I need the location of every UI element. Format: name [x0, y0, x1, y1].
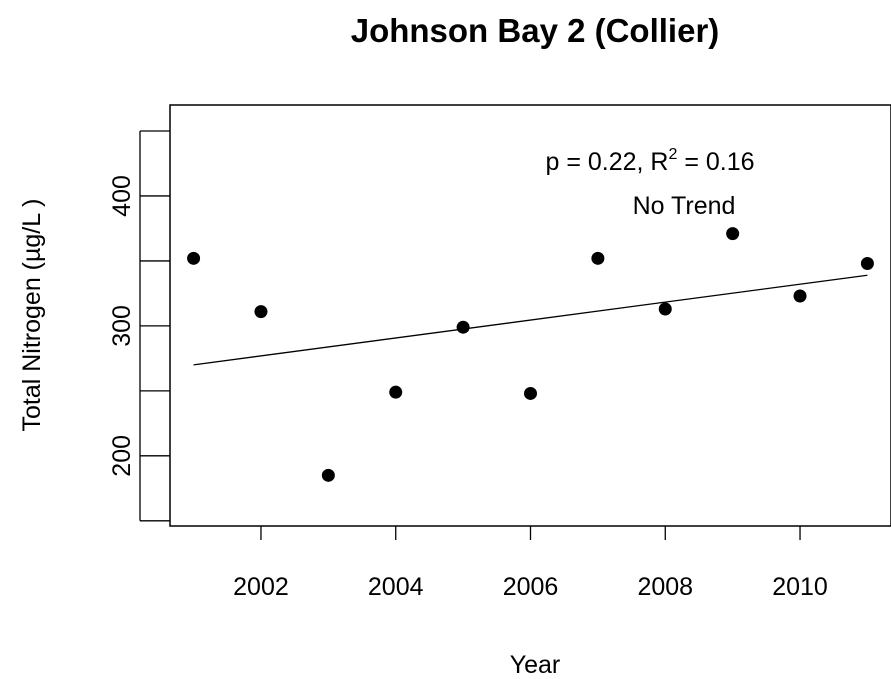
data-point [254, 305, 268, 319]
data-point [860, 257, 874, 271]
x-axis: 2002 2004 2006 2008 2010 [233, 526, 828, 601]
data-points [187, 227, 874, 482]
data-point [726, 227, 740, 241]
stats-prefix: p = 0.22, R [545, 148, 668, 176]
chart-title: Johnson Bay 2 (Collier) [351, 12, 720, 49]
data-point [321, 468, 335, 482]
x-tick-label: 2008 [637, 573, 693, 601]
stats-annotation: p = 0.22, R2 = 0.16 [545, 146, 754, 176]
x-tick-label: 2010 [772, 573, 828, 601]
data-point [591, 251, 605, 265]
data-point [793, 289, 807, 303]
y-axis: 200 300 400 [108, 130, 170, 522]
trend-line [193, 274, 868, 366]
y-tick-label: 300 [108, 305, 136, 347]
y-tick-label: 200 [108, 435, 136, 477]
data-point [658, 302, 672, 316]
x-tick-label: 2004 [368, 573, 424, 601]
x-axis-label: Year [510, 651, 561, 679]
stats-suffix: = 0.16 [677, 148, 754, 176]
data-point [389, 385, 403, 399]
data-point [524, 386, 537, 400]
data-point [187, 251, 201, 265]
y-tick-label: 400 [108, 175, 136, 217]
plot-frame [169, 104, 891, 527]
trend-label: No Trend [633, 192, 736, 220]
data-point [456, 320, 470, 334]
x-tick-label: 2006 [503, 573, 559, 601]
x-tick-label: 2002 [233, 573, 289, 601]
stats-superscript: 2 [668, 146, 677, 163]
y-axis-label: Total Nitrogen (µg/L ) [18, 198, 46, 431]
